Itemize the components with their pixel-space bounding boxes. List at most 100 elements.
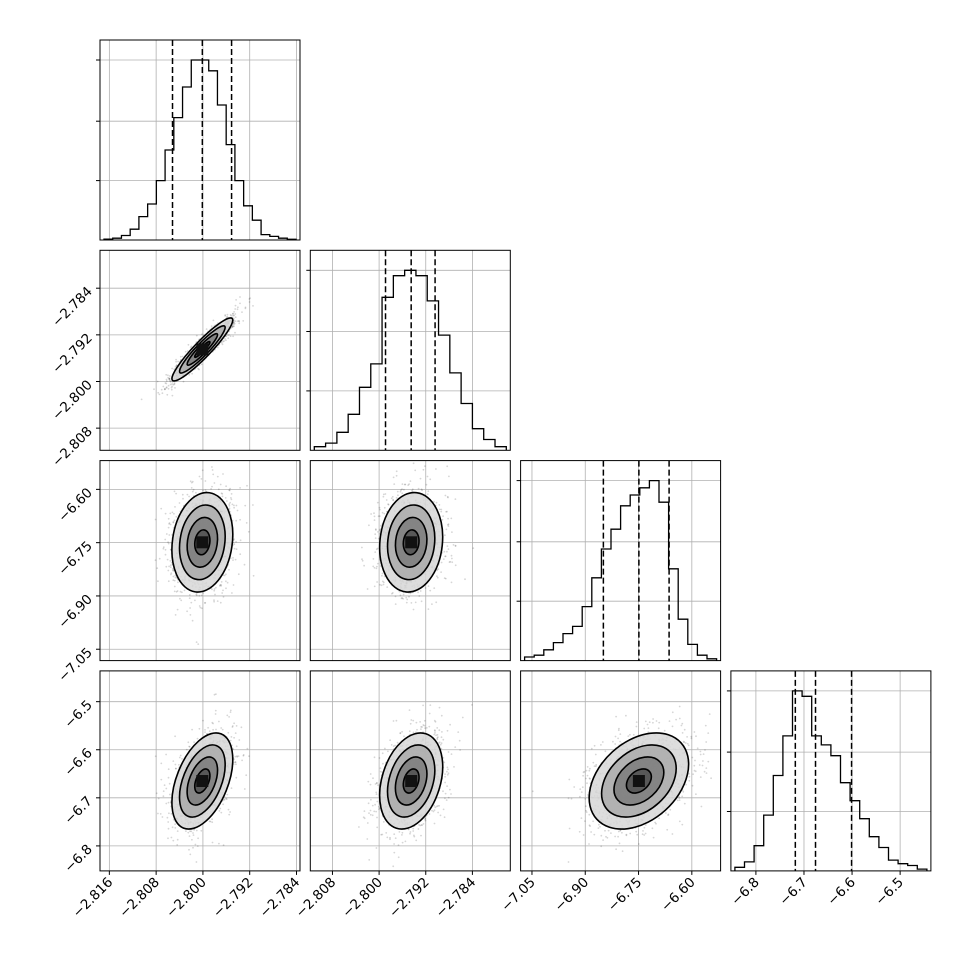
sample-point (450, 517, 453, 520)
sample-point (165, 378, 168, 381)
sample-point (248, 301, 251, 303)
sample-point (232, 325, 234, 328)
sample-point (216, 475, 219, 478)
sample-point (229, 501, 232, 504)
sample-point (174, 365, 177, 368)
sample-point (200, 363, 203, 366)
sample-point (169, 512, 172, 515)
panel-content (154, 466, 255, 645)
sample-point (172, 570, 175, 572)
sample-point (395, 474, 398, 477)
panel-frame (99, 249, 301, 451)
sample-point (445, 510, 447, 513)
histogram-2 (523, 479, 718, 661)
sample-point (454, 498, 457, 500)
sample-point (446, 510, 448, 513)
sample-point (417, 591, 419, 594)
sample-point (238, 320, 241, 323)
sample-point (167, 387, 170, 390)
sample-point (228, 503, 231, 506)
sample-point (165, 387, 168, 389)
sample-point (229, 487, 232, 490)
sample-point (433, 587, 436, 589)
sample-point (176, 590, 179, 592)
sample-point (204, 480, 207, 482)
sample-point (167, 542, 170, 545)
contour-line (186, 516, 219, 568)
density-peak (196, 536, 209, 549)
sample-point (195, 334, 198, 337)
sample-point (167, 376, 170, 379)
sample-point (198, 368, 200, 371)
hist-panel-1 (306, 249, 511, 451)
sample-point (176, 830, 179, 832)
sample-point (167, 569, 170, 572)
sample-point (221, 592, 224, 594)
sample-point (192, 488, 195, 491)
sample-point (174, 506, 176, 508)
sample-point (378, 506, 381, 509)
sample-point (408, 595, 410, 598)
panel-frame (309, 460, 511, 662)
sample-point (246, 484, 248, 487)
sample-point (165, 380, 168, 382)
sample-point (405, 601, 408, 604)
sample-point (211, 485, 213, 488)
sample-point (226, 714, 229, 717)
sample-point (232, 313, 234, 315)
sample-point (166, 393, 169, 396)
sample-point (170, 386, 173, 389)
sample-point (440, 508, 443, 511)
sample-point (189, 480, 192, 483)
sample-point (376, 565, 378, 568)
sample-point (444, 534, 446, 537)
sample-point (195, 593, 198, 596)
sample-point (376, 547, 379, 550)
sample-point (181, 493, 184, 496)
sample-point (233, 538, 235, 541)
sample-point (164, 382, 167, 384)
sample-point (427, 608, 430, 610)
sample-point (196, 845, 199, 847)
sample-point (179, 590, 182, 593)
sample-point (188, 594, 191, 596)
hist-panel-3 (726, 670, 932, 872)
sample-point (197, 643, 200, 645)
scatter-panel-2-1 (309, 460, 511, 662)
sample-point (188, 597, 191, 600)
sample-point (168, 379, 171, 382)
sample-point (383, 506, 386, 509)
sample-point (232, 325, 234, 327)
sample-point (385, 499, 388, 501)
panel-frame (99, 39, 301, 241)
sample-point (196, 594, 198, 597)
sample-point (165, 533, 168, 535)
sample-point (412, 608, 415, 611)
sample-point (188, 745, 191, 748)
sample-point (380, 524, 382, 527)
sample-point (176, 838, 179, 841)
sample-point (400, 489, 402, 492)
sample-point (404, 483, 407, 486)
sample-point (154, 559, 157, 562)
sample-point (382, 583, 385, 586)
sample-point (450, 581, 453, 584)
panel-frame (309, 249, 511, 451)
sample-point (395, 470, 398, 473)
sample-point (235, 504, 238, 507)
sample-point (375, 548, 378, 551)
sample-point (173, 383, 176, 386)
sample-point (392, 499, 395, 502)
sample-point (373, 512, 375, 515)
sample-point (235, 540, 238, 543)
sample-point (188, 745, 191, 748)
sample-point (414, 469, 417, 472)
sample-point (228, 489, 231, 492)
sample-point (186, 610, 189, 613)
sample-point (373, 566, 376, 569)
sample-point (168, 375, 171, 377)
sample-point (235, 299, 238, 301)
sample-point (230, 498, 233, 501)
sample-point (390, 497, 393, 500)
sample-point (160, 762, 163, 765)
